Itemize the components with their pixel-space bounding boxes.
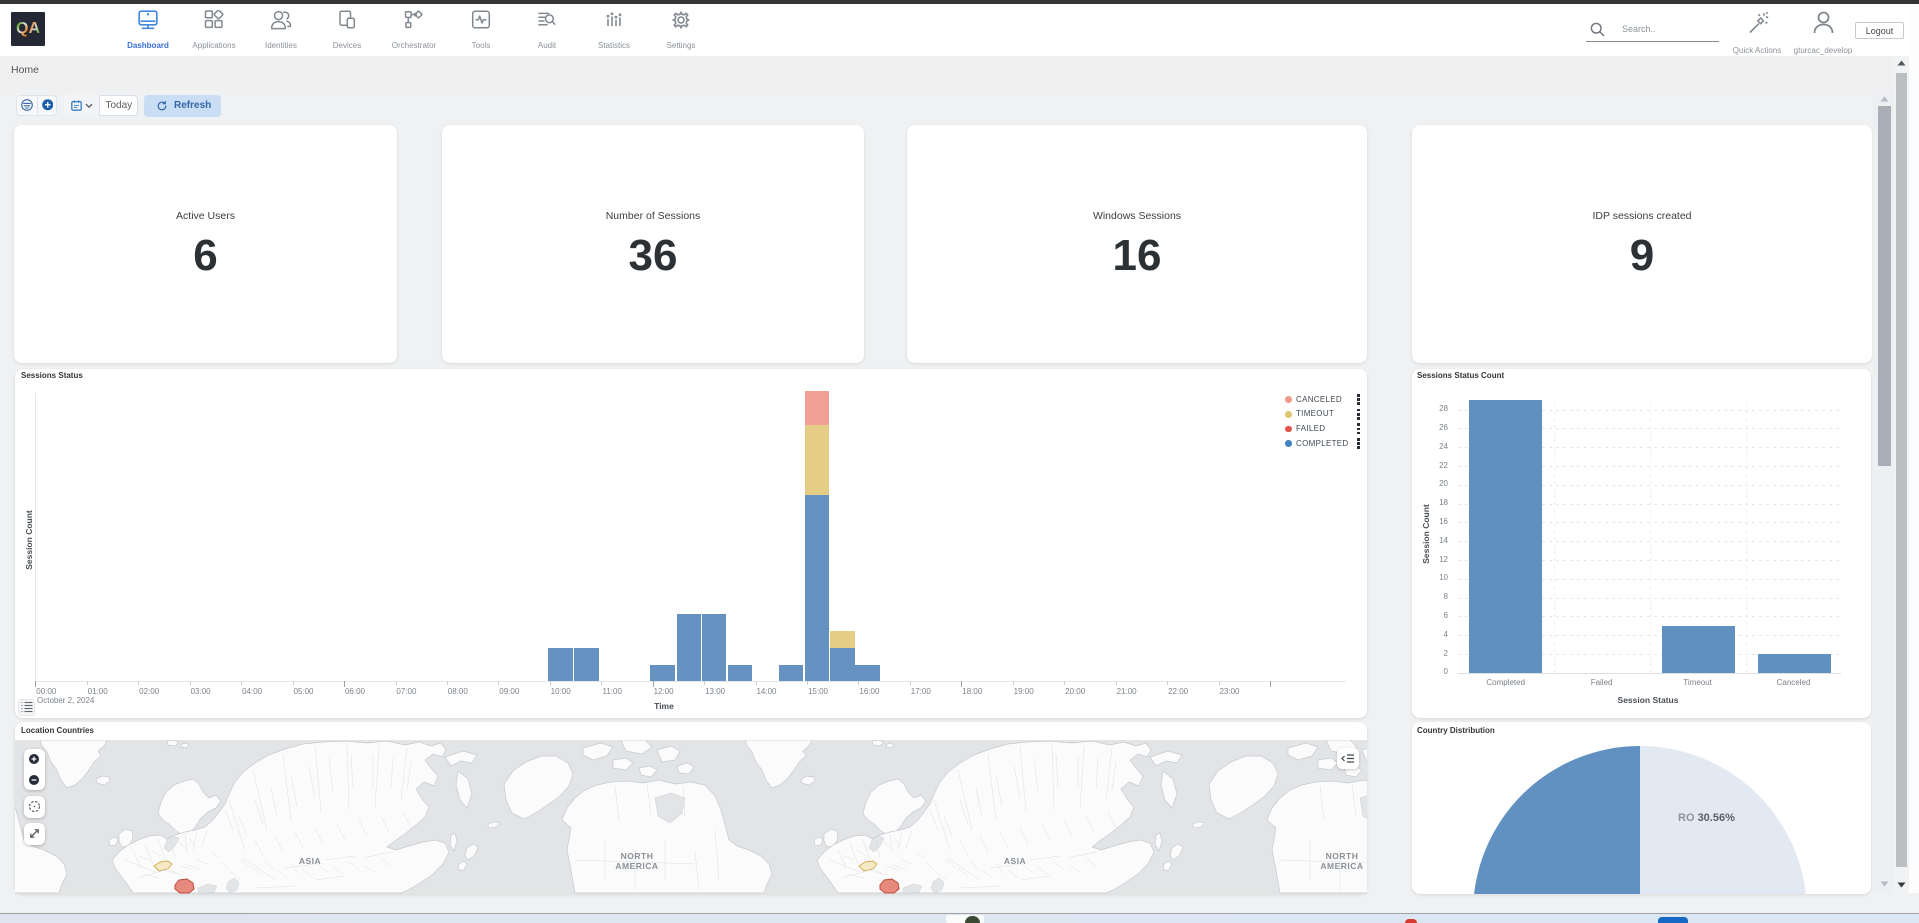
svg-text:AMERICA: AMERICA	[1320, 861, 1363, 871]
svg-text:NORTH: NORTH	[620, 851, 653, 861]
svg-text:AMERICA: AMERICA	[615, 861, 658, 871]
svg-text:ASIA: ASIA	[299, 856, 321, 866]
svg-text:ASIA: ASIA	[1004, 856, 1026, 866]
svg-text:NORTH: NORTH	[1325, 851, 1358, 861]
